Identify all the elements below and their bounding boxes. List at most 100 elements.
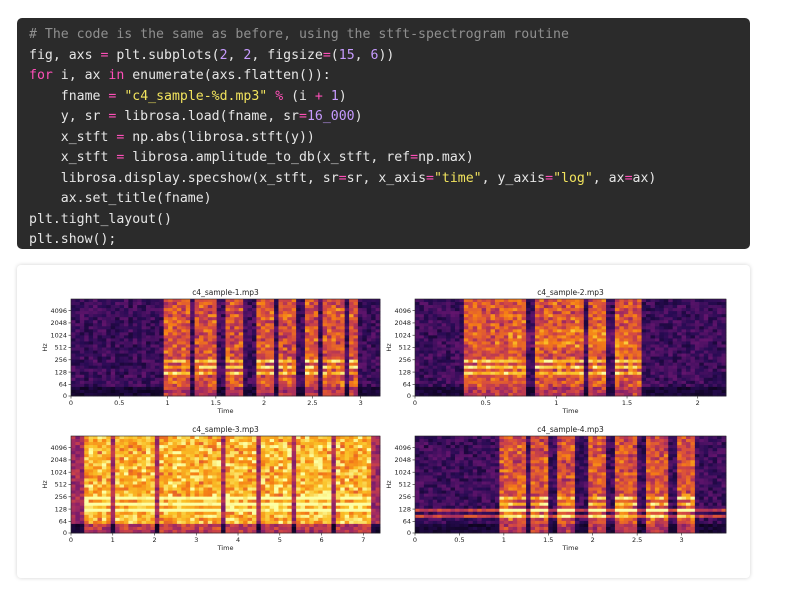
heatmap-cell [663,329,669,333]
heatmap-cell [203,311,209,315]
heatmap-cell [681,353,687,357]
heatmap-cell [137,344,143,348]
heatmap-cell [88,389,94,394]
heatmap-cell [115,466,120,470]
heatmap-cell [150,386,156,391]
heatmap-cell [663,317,669,321]
heatmap-cell [521,353,527,357]
heatmap-cell [304,359,310,364]
heatmap-cell [123,350,129,354]
heatmap-cell [579,386,585,391]
heatmap-cell [490,317,496,321]
heatmap-cell [597,365,602,370]
heatmap-cell [340,374,346,379]
heatmap-cell [371,368,376,373]
heatmap-cell [296,350,301,354]
heatmap-cell [486,368,491,373]
heatmap-cell [432,389,438,394]
heatmap-cell [190,302,195,306]
heatmap-cell [353,350,359,354]
heatmap-cell [221,302,226,306]
y-axis-label: Hz [41,343,49,352]
heatmap-cell [84,460,90,464]
heatmap-cell [690,323,696,327]
heatmap-cell [199,344,204,348]
heatmap-cell [287,299,293,303]
heatmap-cell [278,374,284,379]
heatmap-cell [101,469,107,473]
heatmap-cell [84,526,90,531]
heatmap-cell [472,353,478,357]
heatmap-cell [450,377,456,382]
heatmap-cell [539,350,545,354]
heatmap-cell [463,305,469,309]
heatmap-cell [115,302,120,306]
heatmap-cell [304,320,310,324]
heatmap-cell [88,526,94,531]
heatmap-cell [557,380,563,385]
heatmap-cell [304,347,310,351]
heatmap-cell [641,353,647,357]
heatmap-cell [703,311,709,315]
heatmap-cell [717,389,722,394]
heatmap-cell [566,326,571,330]
heatmap-cell [101,320,107,324]
heatmap-cell [592,329,598,333]
heatmap-cell [619,347,625,351]
heatmap-cell [454,305,460,309]
heatmap-cell [340,305,346,309]
heatmap-cell [146,389,151,394]
heatmap-cell [712,386,718,391]
heatmap-cell [437,365,443,370]
heatmap-cell [579,299,585,303]
heatmap-cell [212,335,218,339]
heatmap-cell [574,371,580,376]
heatmap-cell [530,383,536,388]
heatmap-cell [699,389,705,394]
heatmap-cell [468,386,474,391]
heatmap-cell [717,377,722,382]
heatmap-cell [225,365,231,370]
heatmap-cell [331,317,337,321]
heatmap-cell [304,371,310,376]
heatmap-cell [199,392,204,397]
heatmap-cell [601,323,607,327]
heatmap-cell [419,344,425,348]
heatmap-cell [566,341,571,345]
heatmap-cell [300,383,306,388]
heatmap-cell [172,359,178,364]
heatmap-cell [137,374,143,379]
heatmap-cell [637,362,642,367]
heatmap-cell [588,356,594,361]
heatmap-cell [499,299,505,303]
heatmap-cell [614,389,620,394]
heatmap-cell [75,359,81,364]
heatmap-cell [490,353,496,357]
heatmap-cell [154,338,160,342]
heatmap-cell [521,311,527,315]
heatmap-cell [207,338,213,342]
heatmap-cell [71,374,76,379]
heatmap-cell [123,338,129,342]
heatmap-cell [628,338,634,342]
heatmap-cell [614,350,620,354]
heatmap-cell [628,311,634,315]
heatmap-cell [606,347,611,351]
heatmap-cell [508,308,514,312]
heatmap-cell [646,323,651,327]
heatmap-cell [274,350,279,354]
heatmap-cell [614,383,620,388]
heatmap-cell [97,448,103,452]
heatmap-cell [194,329,200,333]
heatmap-cell [668,383,674,388]
heatmap-cell [512,302,518,306]
heatmap-cell [490,368,496,373]
heatmap-cell [650,314,656,318]
heatmap-cell [681,332,687,336]
heatmap-cell [234,353,240,357]
heatmap-cell [659,326,665,330]
heatmap-cell [106,520,112,525]
heatmap-cell [432,392,438,397]
heatmap-cell [115,493,120,498]
heatmap-cell [274,335,279,339]
